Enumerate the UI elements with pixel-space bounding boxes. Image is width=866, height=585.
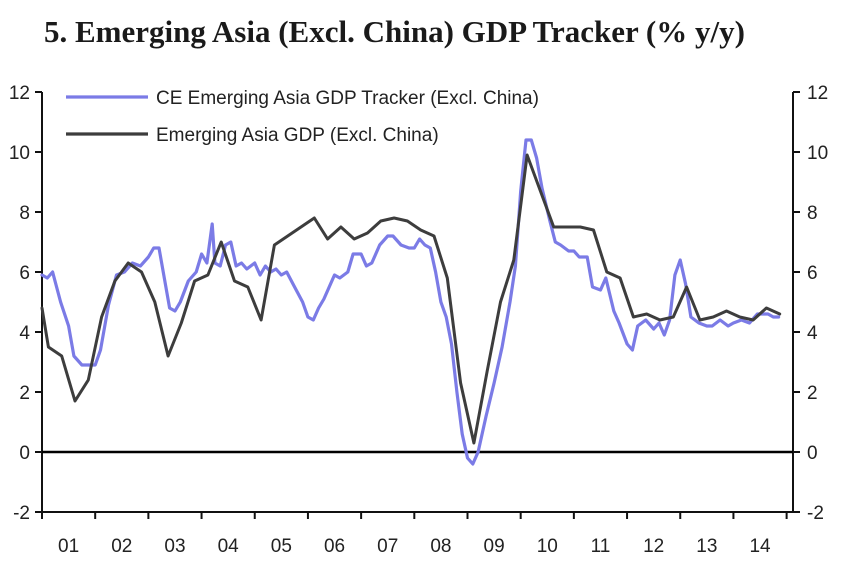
x-tick-label: 09 (484, 536, 505, 557)
y-tick-label-right: 12 (807, 83, 828, 104)
gdp-series-line (40, 153, 782, 445)
y-tick-label-right: 10 (807, 143, 828, 164)
x-tick-label: 01 (58, 536, 79, 557)
y-tick-label-left: 10 (9, 143, 30, 164)
x-tick-label: 03 (164, 536, 185, 557)
y-tick-label-left: -2 (13, 503, 30, 524)
left-y-axis: -2 0 2 4 6 8 10 12 (9, 83, 42, 524)
y-tick-label-right: 0 (807, 443, 818, 464)
x-tick-label: 12 (643, 536, 664, 557)
y-tick-label-right: 4 (807, 323, 818, 344)
y-tick-label-right: -2 (807, 503, 824, 524)
chart-frame (41, 92, 794, 513)
y-tick-label-left: 12 (9, 83, 30, 104)
tracker-series-line (40, 138, 781, 466)
x-axis: 01 02 03 04 05 06 07 08 09 10 11 12 13 14 (41, 512, 788, 557)
y-tick-label-right: 2 (807, 383, 818, 404)
chart-title: 5. Emerging Asia (Excl. China) GDP Track… (44, 14, 745, 49)
y-tick-label-right: 8 (807, 203, 818, 224)
y-tick-label-left: 4 (19, 323, 30, 344)
y-tick-label-left: 0 (19, 443, 30, 464)
x-tick-label: 14 (749, 536, 771, 557)
x-tick-label: 10 (537, 536, 558, 557)
x-tick-label: 05 (271, 536, 292, 557)
series-lines (40, 138, 782, 466)
x-tick-label: 02 (111, 536, 132, 557)
legend: CE Emerging Asia GDP Tracker (Excl. Chin… (66, 88, 539, 146)
y-tick-label-left: 8 (19, 203, 30, 224)
x-tick-label: 07 (377, 536, 398, 557)
right-y-axis: -2 0 2 4 6 8 10 12 (793, 83, 828, 524)
y-tick-label-right: 6 (807, 263, 818, 284)
x-tick-label: 08 (430, 536, 451, 557)
y-tick-label-left: 2 (19, 383, 30, 404)
x-tick-label: 11 (591, 536, 611, 557)
legend-label-gdp: Emerging Asia GDP (Excl. China) (156, 125, 439, 146)
x-tick-label: 04 (218, 536, 240, 557)
legend-label-tracker: CE Emerging Asia GDP Tracker (Excl. Chin… (156, 88, 539, 109)
y-tick-label-left: 6 (19, 263, 30, 284)
x-tick-label: 13 (696, 536, 717, 557)
x-tick-label: 06 (324, 536, 345, 557)
